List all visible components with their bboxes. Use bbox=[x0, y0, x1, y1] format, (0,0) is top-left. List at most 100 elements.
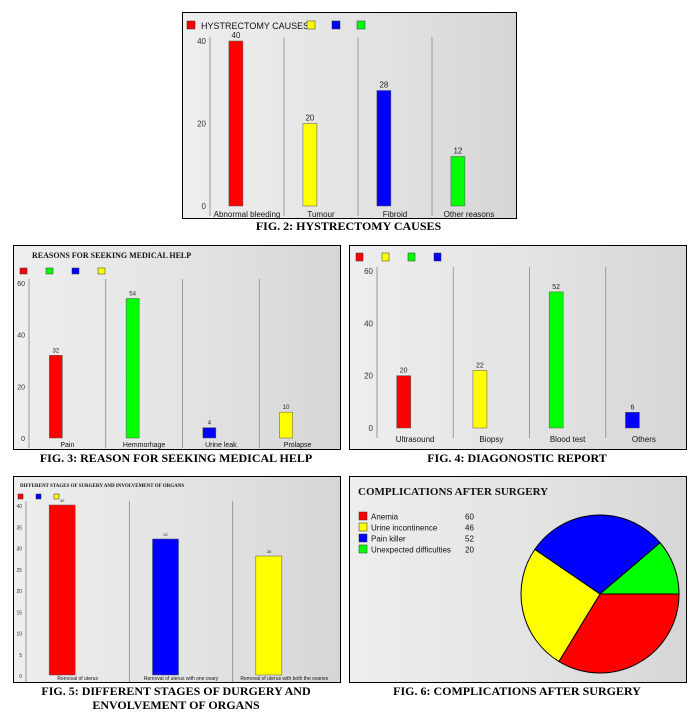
legend-swatch bbox=[53, 493, 60, 500]
y-tick-label: 20 bbox=[16, 589, 22, 595]
bar-2 bbox=[548, 291, 564, 429]
value-label: 32 bbox=[163, 532, 168, 537]
category-label: Pain bbox=[60, 442, 74, 449]
legend-swatch bbox=[45, 267, 54, 275]
caption-fig5: FIG. 5: DIFFERENT STAGES OF DURGERY AND … bbox=[41, 684, 311, 712]
legend-swatch bbox=[35, 493, 42, 500]
legend-swatch bbox=[381, 252, 390, 262]
chart-panel-fig2: 0 20 40 40 Abnormal bleeding 20 Tumour 28 Fibroi… bbox=[182, 12, 517, 219]
bar-2 bbox=[376, 90, 392, 207]
bar-chart-fig2: 0 20 40 40 Abnormal bleeding 20 Tumour 28 Fibroi… bbox=[186, 20, 494, 218]
category-label: Urine leak bbox=[205, 442, 237, 449]
legend-swatch bbox=[331, 20, 341, 30]
y-tick-label: 5 bbox=[19, 653, 22, 659]
value-label: 10 bbox=[283, 405, 290, 411]
category-label: Prolapse bbox=[284, 442, 312, 449]
value-label: 20 bbox=[305, 114, 314, 123]
bar-0 bbox=[48, 504, 76, 676]
category-label: Removal of uterus bbox=[57, 676, 98, 682]
legend-swatch bbox=[17, 493, 24, 500]
legend-label: Anemia bbox=[371, 513, 399, 522]
value-label: 22 bbox=[476, 362, 484, 369]
bar-2 bbox=[255, 555, 283, 676]
caption-fig6: FIG. 6: COMPLICATIONS AFTER SURGERY bbox=[393, 684, 641, 698]
legend-value: 46 bbox=[465, 524, 474, 533]
legend-value: 20 bbox=[465, 546, 474, 555]
category-label: Removal of uterus with both the ovaries bbox=[240, 676, 328, 682]
legend-value: 52 bbox=[465, 535, 474, 544]
value-label: 4 bbox=[208, 421, 212, 427]
y-tick-label: 0 bbox=[19, 674, 22, 680]
legend-swatch bbox=[97, 267, 106, 275]
y-tick-label: 40 bbox=[197, 37, 206, 46]
y-tick-label: 30 bbox=[16, 547, 22, 553]
category-label: Tumour bbox=[307, 210, 335, 218]
y-tick-label: 40 bbox=[16, 504, 22, 510]
legend-swatch bbox=[19, 267, 28, 275]
category-label: Blood test bbox=[550, 435, 586, 444]
category-label: Others bbox=[632, 435, 656, 444]
bar-3 bbox=[450, 156, 466, 207]
caption-fig3: FIG. 3: REASON FOR SEEKING MEDICAL HELP bbox=[39, 451, 313, 465]
bar-3 bbox=[279, 411, 293, 439]
value-label: 28 bbox=[267, 549, 272, 554]
chart-panel-fig4: 0 20 40 60 20 Ultrasound 22 Biopsy 52 Blood test 6… bbox=[349, 245, 687, 450]
legend-swatch bbox=[356, 20, 366, 30]
pie-slice-1 bbox=[520, 548, 601, 663]
y-tick-label: 25 bbox=[16, 568, 22, 574]
legend-swatch bbox=[358, 522, 368, 532]
category-label: Removal of uterus with one ovary bbox=[144, 676, 219, 682]
y-tick-label: 20 bbox=[197, 120, 206, 129]
y-tick-label: 20 bbox=[364, 372, 373, 381]
y-tick-label: 40 bbox=[17, 333, 25, 340]
pie-slice-3 bbox=[598, 542, 680, 595]
category-label: Ultrasound bbox=[396, 435, 435, 444]
y-tick-label: 0 bbox=[369, 424, 374, 433]
bar-1 bbox=[472, 370, 488, 429]
pie-slice-0 bbox=[558, 593, 680, 674]
chart-title: REASONS FOR SEEKING MEDICAL HELP bbox=[32, 251, 191, 260]
value-label: 40 bbox=[231, 31, 240, 40]
chart-panel-fig5: 0 5 10 15 20 25 30 35 40 40 Removal of uterus 32 Rem… bbox=[13, 476, 341, 683]
y-tick-label: 35 bbox=[16, 525, 22, 531]
legend-label: Unexpected difficulties bbox=[371, 546, 451, 555]
y-tick-label: 60 bbox=[17, 281, 25, 288]
chart-title: HYSTRECTOMY CAUSES: bbox=[201, 21, 312, 31]
bar-chart-fig5: 0 5 10 15 20 25 30 35 40 40 Removal of uterus 32 Rem… bbox=[16, 484, 329, 682]
chart-title: DIFFERENT STAGES OF SURGERY AND INVOLVEM… bbox=[20, 484, 184, 489]
value-label: 52 bbox=[552, 284, 560, 291]
value-label: 32 bbox=[53, 348, 60, 354]
category-label: Biopsy bbox=[479, 435, 503, 444]
y-tick-label: 20 bbox=[17, 384, 25, 391]
legend-swatch bbox=[358, 533, 368, 543]
value-label: 54 bbox=[129, 292, 136, 298]
bar-2 bbox=[202, 427, 217, 439]
bar-0 bbox=[396, 375, 411, 429]
caption-fig4: FIG. 4: DIAGONOSTIC REPORT bbox=[427, 451, 607, 465]
legend-swatch bbox=[433, 252, 442, 262]
legend-swatch bbox=[71, 267, 80, 275]
category-label: Hemmorhage bbox=[123, 442, 166, 449]
y-tick-label: 0 bbox=[202, 202, 207, 211]
y-tick-label: 15 bbox=[16, 610, 22, 616]
legend-swatch bbox=[358, 544, 368, 554]
bar-chart-fig3: 0 20 40 60 32 Pain 54 Hemmorhage 4 Urine leak 10 Pr… bbox=[17, 251, 312, 449]
bar-1 bbox=[302, 123, 318, 207]
legend-swatch bbox=[306, 20, 316, 30]
value-label: 6 bbox=[630, 404, 634, 411]
bar-1 bbox=[152, 538, 179, 676]
value-label: 40 bbox=[60, 498, 65, 503]
legend-swatch bbox=[186, 20, 196, 30]
y-tick-label: 10 bbox=[16, 632, 22, 638]
value-label: 12 bbox=[453, 147, 462, 156]
legend-swatch bbox=[407, 252, 416, 262]
y-tick-label: 60 bbox=[364, 267, 373, 276]
legend-label: Pain killer bbox=[371, 535, 406, 544]
pie-slice-2 bbox=[534, 514, 661, 595]
bar-1 bbox=[125, 298, 140, 439]
y-tick-label: 0 bbox=[21, 436, 25, 443]
chart-panel-fig3: 0 20 40 60 32 Pain 54 Hemmorhage 4 Urine leak 10 Pr… bbox=[13, 245, 341, 450]
y-tick-label: 40 bbox=[364, 319, 373, 328]
bar-0 bbox=[228, 40, 244, 207]
legend-swatch bbox=[358, 511, 368, 521]
